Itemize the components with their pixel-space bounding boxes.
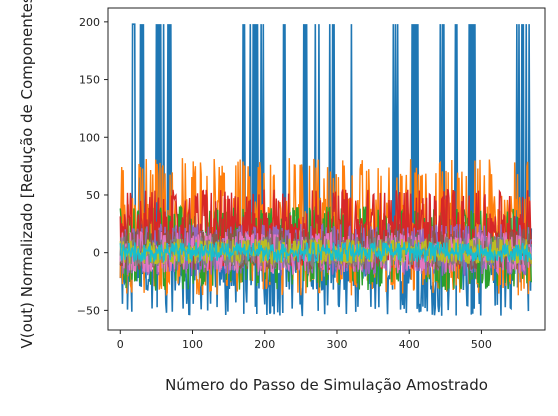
y-axis-label: V(out) Normalizado [Redução de Component…	[18, 0, 36, 349]
y-tick-label: 150	[79, 74, 100, 87]
series-layer	[119, 23, 533, 317]
series-line-9	[119, 241, 532, 264]
y-tick-label: 100	[79, 131, 100, 144]
y-tick-label: 200	[79, 16, 100, 29]
y-tick-label: 50	[86, 189, 100, 202]
x-axis-label: Número do Passo de Simulação Amostrado	[165, 376, 488, 394]
x-tick-label: 100	[182, 338, 203, 351]
y-axis-ticks: −50 0 50 100 150 200	[77, 16, 108, 317]
x-axis-ticks: 0 100 200 300 400 500	[117, 330, 492, 351]
axes-frame	[107, 7, 546, 331]
x-tick-label: 300	[326, 338, 347, 351]
x-tick-label: 0	[117, 338, 124, 351]
y-tick-label: −50	[77, 304, 100, 317]
y-tick-label: 0	[93, 247, 100, 260]
x-tick-label: 500	[471, 338, 492, 351]
series-line-8	[119, 238, 532, 267]
x-tick-label: 200	[254, 338, 275, 351]
x-tick-label: 400	[399, 338, 420, 351]
